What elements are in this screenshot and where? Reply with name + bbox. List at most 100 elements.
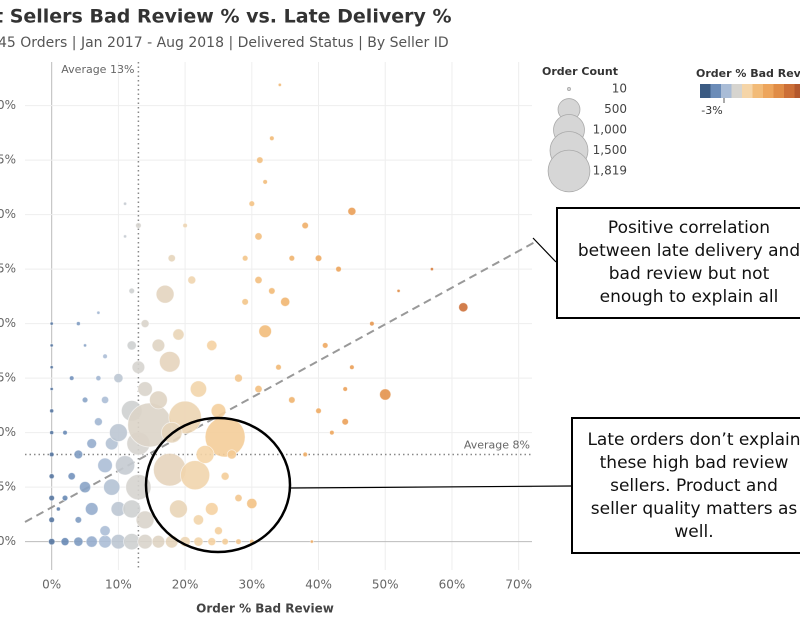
point bbox=[113, 373, 124, 384]
point bbox=[180, 460, 211, 491]
point bbox=[62, 429, 68, 436]
point bbox=[167, 254, 176, 263]
point bbox=[137, 381, 153, 397]
point bbox=[60, 537, 70, 547]
point bbox=[135, 222, 142, 229]
point bbox=[277, 82, 282, 87]
point bbox=[126, 340, 137, 351]
point bbox=[288, 254, 296, 262]
point bbox=[49, 408, 55, 414]
point bbox=[140, 319, 150, 329]
point bbox=[234, 494, 243, 503]
point bbox=[109, 423, 128, 442]
point bbox=[235, 538, 242, 545]
point bbox=[341, 418, 349, 426]
annotation-text: well. bbox=[674, 522, 713, 542]
legend-title: Order % Bad Review bbox=[696, 67, 800, 80]
x-tick-label: 40% bbox=[305, 578, 332, 592]
point bbox=[262, 179, 268, 185]
point bbox=[102, 353, 108, 360]
point bbox=[301, 221, 309, 230]
point bbox=[123, 201, 128, 206]
point bbox=[314, 254, 323, 262]
point bbox=[210, 403, 227, 419]
point bbox=[125, 474, 152, 501]
point bbox=[321, 342, 329, 349]
point bbox=[83, 343, 88, 348]
legend-swatch bbox=[710, 84, 721, 98]
point bbox=[258, 324, 272, 338]
legend-label: 1,500 bbox=[593, 143, 627, 157]
legend-size bbox=[547, 149, 591, 193]
legend-title: Order Count bbox=[542, 65, 618, 78]
point bbox=[268, 287, 276, 295]
y-tick-label: 25% bbox=[0, 262, 16, 276]
point bbox=[48, 451, 55, 458]
legend-label: 1,819 bbox=[593, 164, 627, 178]
y-tick-label: 5% bbox=[0, 480, 16, 494]
point bbox=[169, 499, 188, 519]
point bbox=[207, 537, 217, 547]
chart-subtitle: 45 Orders | Jan 2017 - Aug 2018 | Delive… bbox=[0, 35, 449, 51]
point bbox=[254, 275, 263, 285]
point bbox=[49, 387, 54, 392]
legend-swatch bbox=[794, 84, 800, 98]
x-tick-label: 20% bbox=[172, 578, 199, 592]
annotations: Positive correlation between late deliver… bbox=[578, 218, 800, 542]
legend-swatch bbox=[721, 84, 732, 98]
x-tick-label: 60% bbox=[439, 578, 466, 592]
point bbox=[95, 375, 102, 382]
point bbox=[275, 364, 282, 371]
point bbox=[103, 478, 121, 496]
point bbox=[302, 451, 308, 458]
point bbox=[73, 536, 84, 547]
point bbox=[288, 396, 296, 404]
point bbox=[68, 375, 75, 381]
point bbox=[205, 502, 219, 516]
point bbox=[73, 449, 84, 460]
x-tick-label: 10% bbox=[105, 578, 132, 592]
point bbox=[48, 494, 55, 502]
point bbox=[206, 339, 218, 351]
y-tick-label: 30% bbox=[0, 207, 16, 221]
point bbox=[49, 430, 55, 436]
point bbox=[342, 386, 348, 392]
x-tick-label: 0% bbox=[42, 578, 61, 592]
point bbox=[396, 288, 401, 293]
point bbox=[74, 516, 83, 524]
point bbox=[234, 373, 243, 383]
grid: 0% 10% 20% 30% 40% 50% 60% 70% 0% 5% 10% 15% 20% 25% 3… bbox=[0, 62, 536, 592]
point bbox=[280, 296, 291, 307]
annotation-text: between late delivery and bbox=[578, 241, 800, 261]
point bbox=[78, 481, 92, 494]
annotation-text: Positive correlation bbox=[608, 218, 770, 238]
point bbox=[182, 222, 188, 229]
point bbox=[49, 343, 54, 348]
chart-title: t Sellers Bad Review % vs. Late Delivery… bbox=[0, 6, 452, 28]
point bbox=[86, 438, 98, 449]
annotation-text: Late orders don’t explain bbox=[587, 430, 800, 450]
point bbox=[48, 473, 55, 480]
point bbox=[221, 537, 229, 546]
point bbox=[429, 267, 434, 272]
point bbox=[122, 499, 142, 519]
trend-line bbox=[24, 240, 536, 523]
point bbox=[226, 449, 237, 460]
legend-size bbox=[567, 87, 571, 91]
point bbox=[335, 265, 342, 273]
point bbox=[189, 380, 208, 398]
point bbox=[128, 287, 135, 295]
point bbox=[241, 254, 249, 262]
point bbox=[349, 364, 355, 370]
point bbox=[48, 537, 56, 546]
point bbox=[123, 234, 128, 239]
point bbox=[96, 310, 101, 315]
annotation-text: these high bad review bbox=[600, 453, 789, 473]
point bbox=[241, 298, 249, 306]
point bbox=[458, 302, 469, 313]
point bbox=[204, 416, 246, 458]
y-tick-label: 40% bbox=[0, 98, 16, 112]
point bbox=[315, 407, 322, 415]
